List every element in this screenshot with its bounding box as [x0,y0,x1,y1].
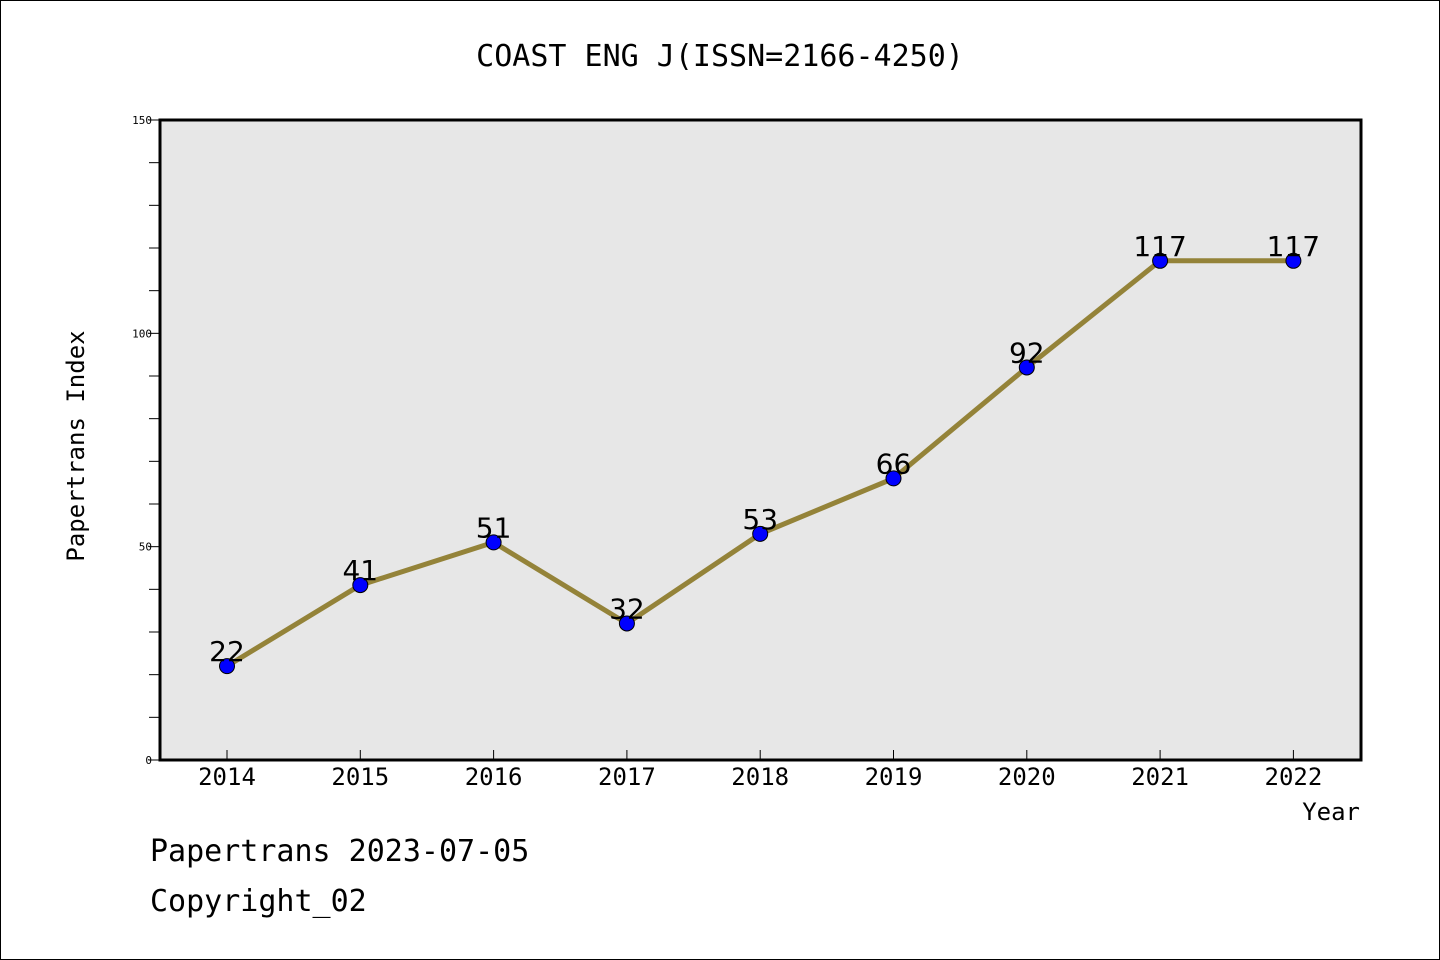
data-label: 41 [342,554,378,587]
y-axis-label: Papertrans Index [62,330,90,561]
y-tick-label: 150 [132,114,152,127]
x-tick-label: 2014 [198,763,256,791]
data-label: 92 [1009,336,1045,369]
data-point [485,534,502,551]
x-tick-label: 2019 [865,763,923,791]
data-label: 32 [609,592,645,625]
y-tick-label: 0 [145,754,152,767]
data-point [885,470,902,487]
y-axis-ticks: 0 50 100 150 [132,114,160,767]
x-tick-label: 2016 [465,763,523,791]
data-point [352,577,369,594]
y-tick-label: 50 [139,541,152,554]
x-tick-label: 2020 [998,763,1056,791]
data-label: 117 [1267,230,1320,263]
x-axis-label: Year [1302,798,1360,826]
data-label: 117 [1133,230,1186,263]
data-label: 22 [209,635,245,668]
x-tick-label: 2022 [1265,763,1323,791]
data-label: 66 [876,447,912,480]
series-group: 22 41 51 32 53 66 92 117 117 [209,230,1320,675]
data-label: 51 [476,511,512,544]
x-tick-label: 2021 [1131,763,1189,791]
plot-border [158,118,1363,762]
y-tick-label: 100 [132,327,152,340]
x-axis-ticks: 2014 2015 2016 2017 2018 2019 2020 2021 2022 [198,750,1322,791]
data-point [219,658,235,675]
data-point [1285,252,1302,269]
x-tick-label: 2018 [731,763,789,791]
data-point [1018,359,1035,376]
data-label: 53 [742,503,778,536]
footer-date: Papertrans 2023-07-05 [150,834,530,869]
data-point [752,525,769,542]
x-tick-label: 2017 [598,763,656,791]
plot-area [160,120,1361,760]
data-point [1152,252,1169,269]
x-tick-label: 2015 [331,763,389,791]
footer-copyright: Copyright_02 [150,884,367,919]
chart-title: COAST ENG J(ISSN=2166-4250) [476,39,964,74]
data-point [618,615,635,632]
